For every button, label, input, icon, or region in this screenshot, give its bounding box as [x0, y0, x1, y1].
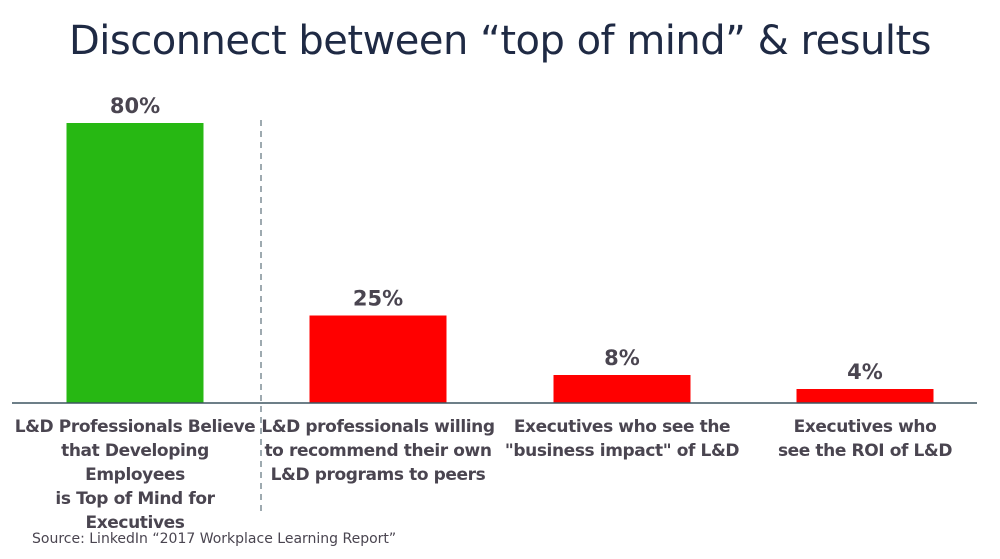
data-label: 80%: [110, 94, 160, 118]
chart-title: Disconnect between “top of mind” & resul…: [68, 18, 932, 64]
bar: [553, 375, 691, 403]
data-label: 4%: [847, 360, 883, 384]
source-note: Source: LinkedIn “2017 Workplace Learnin…: [32, 531, 397, 547]
category-label: L&D professionals willing to recommend t…: [261, 417, 495, 485]
data-label: 8%: [604, 346, 640, 370]
bar: [66, 123, 204, 403]
bar: [309, 315, 447, 403]
category-label: L&D Professionals Believe that Developin…: [14, 417, 256, 533]
data-label: 25%: [353, 287, 403, 311]
category-label: Executives who see the ROI of L&D: [777, 417, 953, 461]
category-label: Executives who see the "business impact"…: [504, 417, 740, 461]
bar: [796, 389, 934, 403]
